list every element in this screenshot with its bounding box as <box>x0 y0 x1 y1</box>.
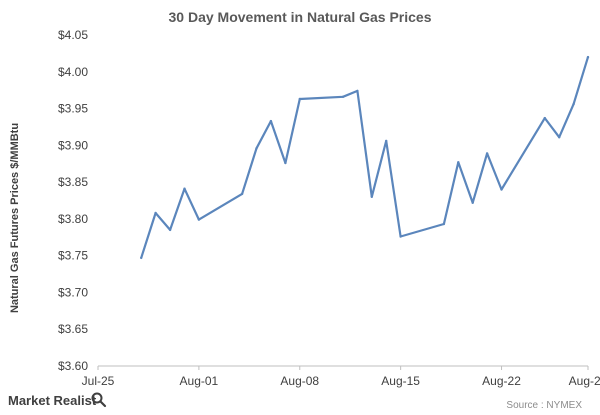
y-tick-label: $3.95 <box>58 102 88 116</box>
data-point <box>255 147 258 150</box>
data-point <box>356 89 359 93</box>
data-point <box>269 119 273 123</box>
data-point <box>240 192 244 196</box>
data-point <box>558 136 561 139</box>
y-axis-label: Natural Gas Futures Prices $/MMBtu <box>9 123 21 313</box>
data-point <box>586 55 590 59</box>
data-point <box>154 211 157 215</box>
y-tick-label: $4.00 <box>58 65 88 79</box>
data-point <box>168 228 172 232</box>
data-point <box>385 139 388 143</box>
data-point <box>485 152 489 155</box>
data-point <box>572 102 575 106</box>
x-tick-label: Aug-08 <box>280 374 319 388</box>
y-tick-label: $3.75 <box>58 249 88 263</box>
chart-title: 30 Day Movement in Natural Gas Prices <box>169 9 432 25</box>
series-layer <box>140 55 590 260</box>
magnifier-icon <box>91 392 107 408</box>
y-tick-label: $3.90 <box>58 138 88 152</box>
data-point <box>399 235 402 238</box>
x-tick-label: Aug-01 <box>180 374 219 388</box>
data-point <box>341 95 345 99</box>
y-tick-label: $3.80 <box>58 212 88 226</box>
data-point <box>471 201 474 204</box>
data-point <box>500 188 503 191</box>
data-point <box>457 161 460 164</box>
series-line <box>140 56 590 259</box>
x-tick-label: Aug-22 <box>482 374 521 388</box>
data-point <box>140 256 143 260</box>
y-tick-label: $3.85 <box>58 175 88 189</box>
logo-text: Market Realist <box>8 393 97 408</box>
data-point <box>197 218 201 221</box>
data-point <box>543 116 546 120</box>
market-realist-logo: Market Realist <box>8 392 107 408</box>
y-tick-label: $4.05 <box>58 28 88 42</box>
x-tick-label: Aug-15 <box>381 374 420 388</box>
data-point <box>183 187 186 190</box>
data-point <box>298 97 301 101</box>
y-tick-label: $3.60 <box>58 359 88 373</box>
x-tick-label: Jul-25 <box>82 374 115 388</box>
y-tick-labels: $3.60 $3.65 $3.70 $3.75 $3.80 $3.85 $3.90 $3.95… <box>58 28 88 373</box>
data-point <box>370 195 373 198</box>
x-tick-label: Aug-28 <box>569 374 600 388</box>
data-point <box>442 222 446 226</box>
y-tick-label: $3.65 <box>58 322 88 336</box>
source-note: Source : NYMEX <box>506 400 582 411</box>
data-point <box>284 161 287 165</box>
x-tick-labels: Jul-25 Aug-01 Aug-08 Aug-15 Aug-22 Aug-28 <box>82 366 600 388</box>
y-tick-label: $3.70 <box>58 285 88 299</box>
